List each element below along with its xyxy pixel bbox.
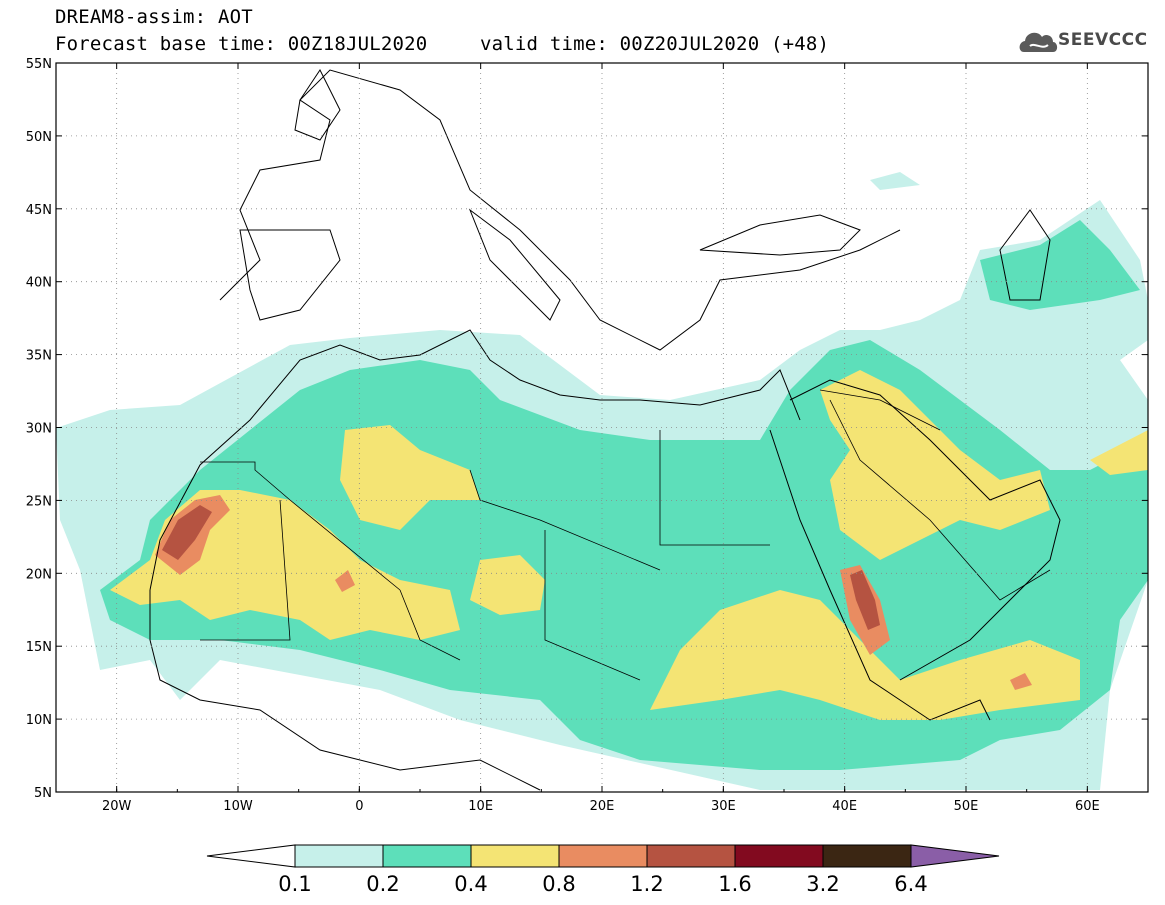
lat-label: 5N bbox=[34, 786, 52, 801]
colorbar-label: 1.2 bbox=[630, 872, 663, 896]
colorbar-over-arrow bbox=[910, 844, 1000, 868]
coastline-italy bbox=[468, 208, 561, 321]
colorbar-segment bbox=[382, 844, 472, 868]
aot-region-moderate-caspian bbox=[980, 220, 1140, 310]
colorbar-segment bbox=[470, 844, 560, 868]
aot-region-high-sudan bbox=[650, 590, 1080, 720]
lat-label: 45N bbox=[26, 203, 52, 218]
border-chad bbox=[544, 530, 641, 681]
aot-region-very-high-mali bbox=[335, 570, 355, 592]
coastline-europe bbox=[219, 69, 901, 351]
border-mauritania bbox=[200, 461, 401, 591]
lon-label: 20W bbox=[102, 799, 132, 814]
colorbar-label: 0.2 bbox=[366, 872, 399, 896]
aot-region-very-high-yemen bbox=[1010, 673, 1032, 690]
aot-region-extreme-red-sea bbox=[850, 570, 880, 630]
colorbar-under-arrow bbox=[206, 844, 296, 868]
colorbar-label: 0.4 bbox=[454, 872, 487, 896]
lat-label: 40N bbox=[26, 276, 52, 291]
border-iraq bbox=[819, 389, 941, 431]
colorbar-label: 1.6 bbox=[718, 872, 751, 896]
title-line-1: DREAM8-assim: AOT bbox=[55, 6, 253, 28]
cloud-swirl-icon bbox=[1029, 43, 1049, 48]
aot-region-extreme-mauritania bbox=[162, 505, 212, 560]
lon-label: 40E bbox=[832, 799, 857, 814]
lat-label: 50N bbox=[26, 130, 52, 145]
coastline-red-sea bbox=[769, 429, 991, 721]
lon-label: 60E bbox=[1075, 799, 1100, 814]
logo-text: SEEVCCC bbox=[1058, 30, 1148, 50]
colorbar-segment bbox=[734, 844, 824, 868]
aot-region-high-arabia bbox=[820, 370, 1050, 560]
border-mali bbox=[200, 499, 291, 641]
cloud-icon bbox=[1019, 32, 1058, 52]
lon-label: 10W bbox=[223, 799, 253, 814]
border-algeria-libya bbox=[469, 469, 661, 571]
coastline-caspian bbox=[999, 209, 1051, 301]
lat-label: 10N bbox=[26, 713, 52, 728]
colorbar-segment bbox=[294, 844, 384, 868]
colorbar-label: 6.4 bbox=[894, 872, 927, 896]
lon-label: 20E bbox=[590, 799, 615, 814]
colorbar: 0.1 0.2 0.4 0.8 1.2 1.6 3.2 6.4 bbox=[206, 844, 1000, 896]
lat-label: 35N bbox=[26, 349, 52, 364]
lat-label: 15N bbox=[26, 640, 52, 655]
lat-label: 30N bbox=[26, 422, 52, 437]
coastline-arabia bbox=[789, 379, 1061, 681]
aot-region-high-algeria bbox=[340, 425, 480, 530]
aot-region-high-gulf bbox=[1090, 430, 1148, 475]
lat-label: 25N bbox=[26, 494, 52, 509]
border-nigeria bbox=[399, 589, 461, 661]
axis-labels: 5N 10N 15N 20N 25N 30N 35N 40N 45N 50N 55N 20W 10W 0 1… bbox=[26, 57, 1100, 814]
coastline-africa-west bbox=[149, 590, 541, 791]
lat-label: 55N bbox=[26, 57, 52, 72]
lon-label: 50E bbox=[954, 799, 979, 814]
political-borders bbox=[200, 389, 1051, 681]
lon-label: 30E bbox=[711, 799, 736, 814]
title-line-2: Forecast base time: 00Z18JUL2020 bbox=[55, 33, 428, 55]
graticule bbox=[56, 63, 1148, 792]
colorbar-segment bbox=[646, 844, 736, 868]
border-saudi bbox=[829, 399, 1051, 601]
coastlines bbox=[149, 69, 1061, 791]
colorbar-label: 0.8 bbox=[542, 872, 575, 896]
coastline-uk bbox=[294, 69, 341, 141]
colorbar-segment bbox=[558, 844, 648, 868]
valid-time: valid time: 00Z20JUL2020 (+48) bbox=[480, 33, 830, 55]
axis-ticks bbox=[55, 62, 1149, 793]
seevccc-logo bbox=[1019, 32, 1058, 52]
aot-region-high-chad bbox=[470, 555, 545, 615]
lat-label: 20N bbox=[26, 567, 52, 582]
aot-region-low-caspian bbox=[870, 172, 920, 190]
coastline-black-sea bbox=[699, 214, 861, 256]
lon-label: 0 bbox=[355, 799, 363, 814]
lon-label: 10E bbox=[468, 799, 493, 814]
colorbar-label: 3.2 bbox=[806, 872, 839, 896]
coastline-iberia bbox=[239, 229, 341, 321]
aot-field-layer bbox=[56, 172, 1148, 790]
border-egypt-sudan bbox=[659, 430, 770, 546]
colorbar-label: 0.1 bbox=[278, 872, 311, 896]
colorbar-segment bbox=[822, 844, 912, 868]
